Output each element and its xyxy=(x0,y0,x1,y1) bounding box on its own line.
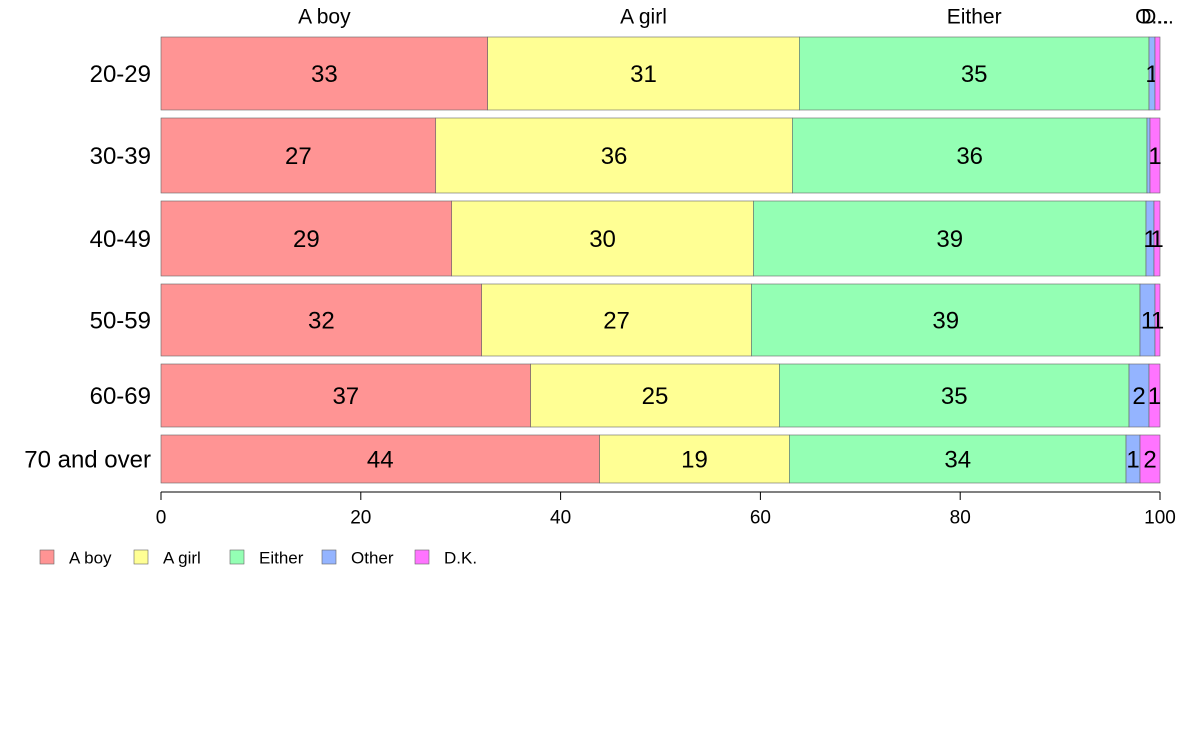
data-label: 35 xyxy=(961,61,988,88)
bar-3-4 xyxy=(751,283,1141,357)
bar-5-1 xyxy=(1154,36,1161,111)
top-label: A girl xyxy=(620,6,667,29)
legend-label: A boy xyxy=(69,549,112,568)
bar-1-2 xyxy=(160,117,437,194)
bar-5-5 xyxy=(1148,363,1161,428)
data-label: 39 xyxy=(936,226,963,253)
bar-5-3 xyxy=(1153,200,1161,277)
bar-2-3 xyxy=(451,200,754,277)
data-label: 2 xyxy=(1132,383,1145,410)
top-label: A boy xyxy=(298,6,351,29)
data-label: 1 xyxy=(1126,447,1139,474)
top-label: O... xyxy=(1135,6,1169,29)
bar-1-3 xyxy=(160,200,453,277)
data-label: 36 xyxy=(601,143,628,170)
data-label: 34 xyxy=(944,447,971,474)
data-label: 29 xyxy=(293,226,320,253)
data-label: 25 xyxy=(642,383,669,410)
legend-swatch xyxy=(229,549,245,565)
x-tick-label: 40 xyxy=(550,508,571,529)
data-label: 1 xyxy=(1150,226,1163,253)
bar-2-1 xyxy=(487,36,800,111)
data-label: 27 xyxy=(603,308,630,335)
legend-label: A girl xyxy=(163,549,201,568)
data-label: 39 xyxy=(932,308,959,335)
legend-swatch xyxy=(321,549,337,565)
bar-2-5 xyxy=(530,363,780,428)
bar-1-1 xyxy=(160,36,488,111)
category-label: 30-39 xyxy=(90,143,151,170)
bar-2-6 xyxy=(599,434,790,484)
bar-1-4 xyxy=(160,283,482,357)
legend-label: D.K. xyxy=(444,549,477,568)
category-label: 40-49 xyxy=(90,226,151,253)
top-label: Either xyxy=(947,6,1002,29)
bar-3-1 xyxy=(799,36,1150,111)
bar-3-5 xyxy=(779,363,1130,428)
data-label: 37 xyxy=(332,383,359,410)
bar-5-6 xyxy=(1139,434,1161,484)
category-label: 70 and over xyxy=(24,447,151,474)
bar-2-2 xyxy=(435,117,793,194)
legend-label: Other xyxy=(351,549,394,568)
data-label: 1 xyxy=(1143,226,1156,253)
bar-5-2 xyxy=(1149,117,1161,194)
legend-swatch xyxy=(39,549,55,565)
bar-1-6 xyxy=(160,434,600,484)
data-label: 2 xyxy=(1143,447,1156,474)
legend-swatch xyxy=(133,549,149,565)
legend-swatch xyxy=(414,549,430,565)
x-tick-label: 60 xyxy=(750,508,771,529)
x-tick-label: 0 xyxy=(156,508,167,529)
bar-3-2 xyxy=(792,117,1148,194)
data-label: 1 xyxy=(1148,143,1161,170)
data-label: 31 xyxy=(630,61,657,88)
data-label: 44 xyxy=(367,447,394,474)
data-label: 1 xyxy=(1151,308,1164,335)
data-label: 35 xyxy=(941,383,968,410)
data-label: 1 xyxy=(1148,383,1161,410)
category-label: 20-29 xyxy=(90,61,151,88)
data-label: 33 xyxy=(311,61,338,88)
bar-3-6 xyxy=(789,434,1127,484)
top-label: D... xyxy=(1141,6,1174,29)
data-label: 30 xyxy=(589,226,616,253)
category-label: 60-69 xyxy=(90,383,151,410)
bar-5-4 xyxy=(1154,283,1161,357)
x-tick-label: 20 xyxy=(350,508,371,529)
category-label: 50-59 xyxy=(90,308,151,335)
x-tick-label: 100 xyxy=(1144,508,1176,529)
x-tick-label: 80 xyxy=(950,508,971,529)
bar-2-4 xyxy=(481,283,752,357)
data-label: 1 xyxy=(1141,308,1154,335)
data-label: 36 xyxy=(956,143,983,170)
data-label: 32 xyxy=(308,308,335,335)
legend-label: Either xyxy=(259,549,304,568)
bar-1-5 xyxy=(160,363,531,428)
data-label: 27 xyxy=(285,143,312,170)
data-label: 19 xyxy=(681,447,708,474)
